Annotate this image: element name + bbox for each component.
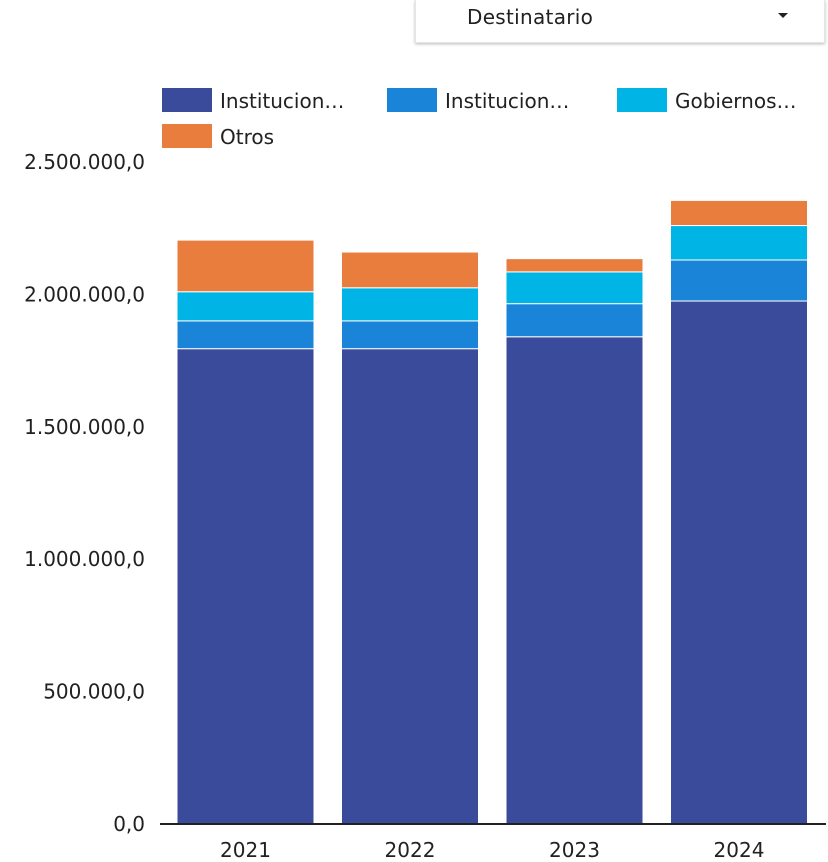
bars — [176, 199, 808, 825]
legend-swatch[interactable] — [387, 88, 437, 112]
y-tick-label: 0,0 — [113, 812, 145, 836]
x-tick-label: 2022 — [385, 838, 436, 862]
y-tick-label: 2.500.000,0 — [24, 150, 145, 174]
bar-segment — [176, 320, 315, 350]
legend-label[interactable]: Institucion… — [445, 89, 569, 113]
bar-segment — [670, 199, 808, 227]
bar-segment — [670, 225, 808, 261]
bar-segment — [670, 259, 808, 302]
bar-segment — [341, 251, 479, 289]
bar-segment — [176, 348, 315, 825]
legend-label[interactable]: Institucion… — [220, 89, 344, 113]
y-axis: 0,0 500.000,0 1.000.000,0 1.500.000,0 2.000.… — [24, 150, 145, 836]
bar-segment — [505, 271, 644, 305]
bar-segment — [341, 348, 479, 825]
bar-segment — [176, 239, 315, 293]
bar-segment — [670, 300, 808, 825]
y-tick-label: 500.000,0 — [43, 680, 145, 704]
bar-segment — [505, 303, 644, 338]
dropdown-selected-value: Destinatario — [467, 5, 594, 29]
x-tick-label: 2024 — [714, 838, 765, 862]
legend-label[interactable]: Gobiernos… — [675, 89, 797, 113]
recipient-dropdown[interactable]: Destinatario — [415, 0, 825, 43]
legend-swatch[interactable] — [617, 88, 667, 112]
caret-down-icon — [778, 13, 788, 18]
bar-segment — [341, 287, 479, 322]
legend-label[interactable]: Otros — [220, 125, 274, 149]
legend-swatch[interactable] — [162, 88, 212, 112]
y-tick-label: 1.500.000,0 — [24, 415, 145, 439]
chart-legend[interactable]: Institucion… Institucion… Gobiernos… Otros — [162, 88, 797, 149]
y-tick-label: 1.000.000,0 — [24, 547, 145, 571]
x-tick-label: 2023 — [549, 838, 600, 862]
bar-segment — [505, 258, 644, 273]
legend-swatch[interactable] — [162, 124, 212, 148]
x-tick-label: 2021 — [220, 838, 271, 862]
y-tick-label: 2.000.000,0 — [24, 282, 145, 306]
bar-segment — [505, 336, 644, 825]
x-axis: 2021 2022 2023 2024 — [160, 823, 826, 862]
bar-segment — [341, 320, 479, 350]
bar-segment — [176, 291, 315, 322]
